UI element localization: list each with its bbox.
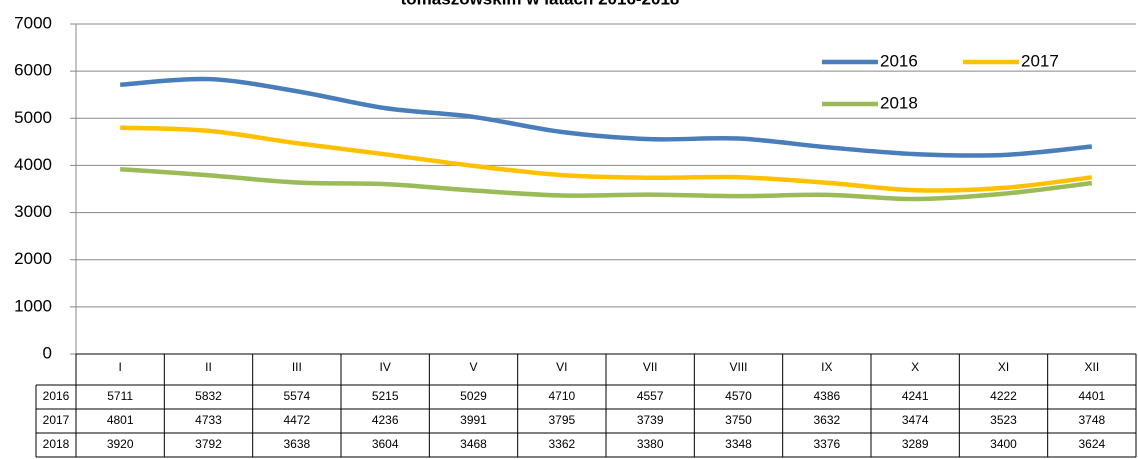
x-tick-label: VI xyxy=(556,360,567,374)
table-cell: 3474 xyxy=(902,413,929,427)
y-tick-label: 1000 xyxy=(14,296,52,315)
x-tick-label: V xyxy=(469,360,477,374)
table-row-label: 2016 xyxy=(43,389,70,403)
table-cell: 4236 xyxy=(372,413,399,427)
table-cell: 4557 xyxy=(637,389,664,403)
x-tick-label: X xyxy=(911,360,919,374)
legend-label: 2016 xyxy=(880,51,918,70)
table-cell: 5574 xyxy=(283,389,310,403)
chart-title: tomaszowskim w latach 2016-2018 xyxy=(401,0,680,8)
table-cell: 3604 xyxy=(372,437,399,451)
table-cell: 3400 xyxy=(990,437,1017,451)
table-cell: 3348 xyxy=(725,437,752,451)
x-tick-label: XII xyxy=(1084,360,1099,374)
y-tick-label: 6000 xyxy=(14,61,52,80)
table-row-label: 2017 xyxy=(43,413,70,427)
x-tick-label: I xyxy=(118,360,121,374)
legend-label: 2018 xyxy=(880,93,918,112)
table-cell: 4222 xyxy=(990,389,1017,403)
table-cell: 3739 xyxy=(637,413,664,427)
table-cell: 4733 xyxy=(195,413,222,427)
table-cell: 3468 xyxy=(460,437,487,451)
table-cell: 4386 xyxy=(813,389,840,403)
table-cell: 5215 xyxy=(372,389,399,403)
table-cell: 3632 xyxy=(813,413,840,427)
table-cell: 4241 xyxy=(902,389,929,403)
y-tick-label: 4000 xyxy=(14,155,52,174)
table-cell: 4801 xyxy=(107,413,134,427)
table-cell: 3289 xyxy=(902,437,929,451)
series-line xyxy=(120,125,1093,193)
y-tick-label: 2000 xyxy=(14,249,52,268)
y-tick-label: 3000 xyxy=(14,202,52,221)
x-tick-label: VIII xyxy=(729,360,747,374)
table-cell: 3362 xyxy=(548,437,575,451)
table-cell: 3991 xyxy=(460,413,487,427)
table-row-label: 2018 xyxy=(43,437,70,451)
table-cell: 3380 xyxy=(637,437,664,451)
table-cell: 3792 xyxy=(195,437,222,451)
table-cell: 3750 xyxy=(725,413,752,427)
y-tick-label: 0 xyxy=(43,343,52,362)
table-cell: 3523 xyxy=(990,413,1017,427)
y-tick-label: 5000 xyxy=(14,108,52,127)
table-cell: 3376 xyxy=(813,437,840,451)
x-tick-label: II xyxy=(205,360,212,374)
table-cell: 4570 xyxy=(725,389,752,403)
table-cell: 4401 xyxy=(1078,389,1105,403)
table-cell: 5711 xyxy=(107,389,133,403)
x-tick-label: XI xyxy=(998,360,1009,374)
series-line xyxy=(120,76,1093,158)
x-tick-label: IV xyxy=(379,360,390,374)
table-cell: 3920 xyxy=(107,437,134,451)
table-cell: 3624 xyxy=(1078,437,1105,451)
table-cell: 4710 xyxy=(548,389,575,403)
table-cell: 3795 xyxy=(548,413,575,427)
series-line xyxy=(120,166,1093,202)
table-cell: 4472 xyxy=(283,413,310,427)
table-cell: 5832 xyxy=(195,389,222,403)
y-tick-label: 7000 xyxy=(14,13,52,32)
table-cell: 3748 xyxy=(1078,413,1105,427)
x-tick-label: III xyxy=(292,360,302,374)
x-tick-label: IX xyxy=(821,360,832,374)
table-cell: 3638 xyxy=(283,437,310,451)
x-tick-label: VII xyxy=(643,360,658,374)
legend-label: 2017 xyxy=(1021,51,1059,70)
table-cell: 5029 xyxy=(460,389,487,403)
